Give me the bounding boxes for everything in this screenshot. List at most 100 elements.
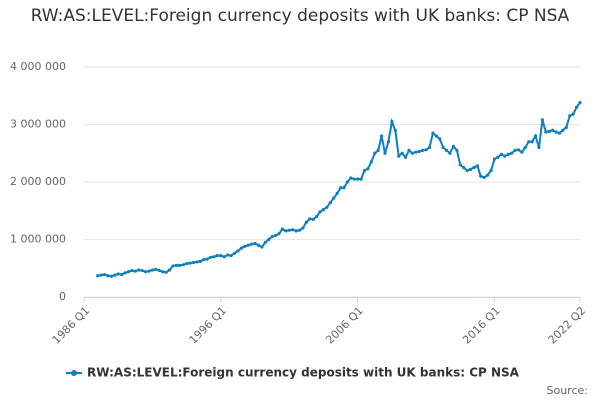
data-point	[403, 155, 408, 159]
data-point	[267, 237, 271, 242]
data-point	[451, 144, 456, 148]
data-point	[171, 264, 175, 268]
data-point	[205, 257, 209, 261]
data-point	[544, 130, 548, 134]
data-point	[116, 272, 120, 276]
data-point	[273, 233, 278, 238]
data-point	[390, 120, 394, 124]
data-point	[400, 151, 404, 155]
data-point	[219, 254, 223, 258]
data-point	[352, 177, 356, 181]
data-point	[113, 273, 117, 277]
data-point	[263, 240, 267, 244]
data-point	[150, 268, 155, 272]
data-point	[568, 114, 572, 118]
data-point	[448, 151, 452, 155]
x-tick-label: 1986 Q1	[50, 304, 93, 347]
data-point	[280, 227, 284, 231]
data-point	[328, 201, 332, 205]
data-point	[397, 154, 401, 158]
data-point	[465, 168, 469, 173]
data-point	[380, 134, 384, 138]
data-point	[417, 149, 421, 154]
data-point	[338, 186, 343, 190]
data-point	[164, 270, 168, 274]
data-point	[270, 235, 274, 239]
data-point	[137, 268, 141, 272]
data-point	[362, 168, 367, 173]
data-point	[373, 151, 377, 155]
data-point	[482, 175, 486, 179]
data-point	[130, 268, 134, 273]
data-point	[431, 131, 435, 135]
data-point	[486, 173, 490, 177]
source: Source:	[547, 384, 589, 397]
data-point	[520, 150, 524, 154]
data-point	[297, 228, 302, 232]
data-point	[345, 180, 349, 184]
data-point	[304, 220, 308, 224]
data-point	[479, 174, 483, 178]
data-point	[308, 217, 312, 221]
data-point	[421, 148, 425, 152]
data-point	[427, 145, 432, 150]
data-point	[287, 228, 291, 232]
data-point	[301, 226, 305, 230]
data-point	[393, 128, 397, 132]
data-point	[99, 273, 103, 277]
series-line	[97, 102, 581, 278]
data-point	[455, 148, 459, 152]
data-point	[557, 131, 562, 135]
data-point	[120, 272, 124, 277]
data-point	[561, 128, 565, 132]
data-point	[147, 269, 151, 273]
data-point	[509, 151, 514, 155]
data-point	[523, 145, 527, 150]
data-point	[96, 274, 100, 278]
data-point	[462, 166, 466, 170]
data-point	[376, 148, 380, 152]
data-point	[332, 196, 336, 200]
data-point	[106, 274, 110, 278]
data-point	[468, 167, 473, 171]
data-point	[342, 186, 346, 190]
chart-title: RW:AS:LEVEL:Foreign currency deposits wi…	[30, 6, 570, 26]
data-point	[444, 148, 449, 152]
data-point	[458, 163, 462, 167]
data-point	[232, 251, 237, 255]
data-point	[547, 129, 551, 133]
data-point	[215, 254, 220, 258]
data-point	[383, 151, 387, 155]
data-point	[311, 217, 315, 221]
data-point	[407, 148, 411, 152]
data-point	[530, 140, 534, 144]
data-point	[256, 243, 261, 247]
x-tick-label: 2016 Q1	[460, 304, 503, 347]
data-point	[102, 272, 107, 277]
data-point	[191, 260, 196, 265]
data-point	[202, 258, 206, 262]
data-point	[246, 243, 250, 247]
data-point	[513, 148, 517, 152]
data-point	[157, 268, 161, 273]
data-point	[489, 168, 493, 173]
data-point	[126, 270, 131, 274]
data-point	[253, 241, 257, 246]
y-tick-label: 3 000 000	[10, 118, 66, 131]
legend-label: RW:AS:LEVEL:Foreign currency deposits wi…	[87, 366, 520, 380]
data-point	[386, 140, 391, 144]
data-point	[533, 134, 538, 138]
x-tick-label: 2006 Q1	[323, 304, 366, 347]
data-point	[492, 157, 497, 161]
data-point	[239, 246, 243, 250]
data-point	[438, 137, 442, 141]
data-point	[335, 191, 339, 196]
data-point	[291, 228, 295, 232]
x-tick-label: 1996 Q1	[187, 304, 230, 347]
data-point	[414, 150, 418, 154]
data-point	[321, 208, 326, 212]
data-point	[198, 259, 202, 263]
data-point	[212, 255, 216, 259]
legend-marker	[71, 370, 77, 376]
data-point	[250, 242, 254, 246]
